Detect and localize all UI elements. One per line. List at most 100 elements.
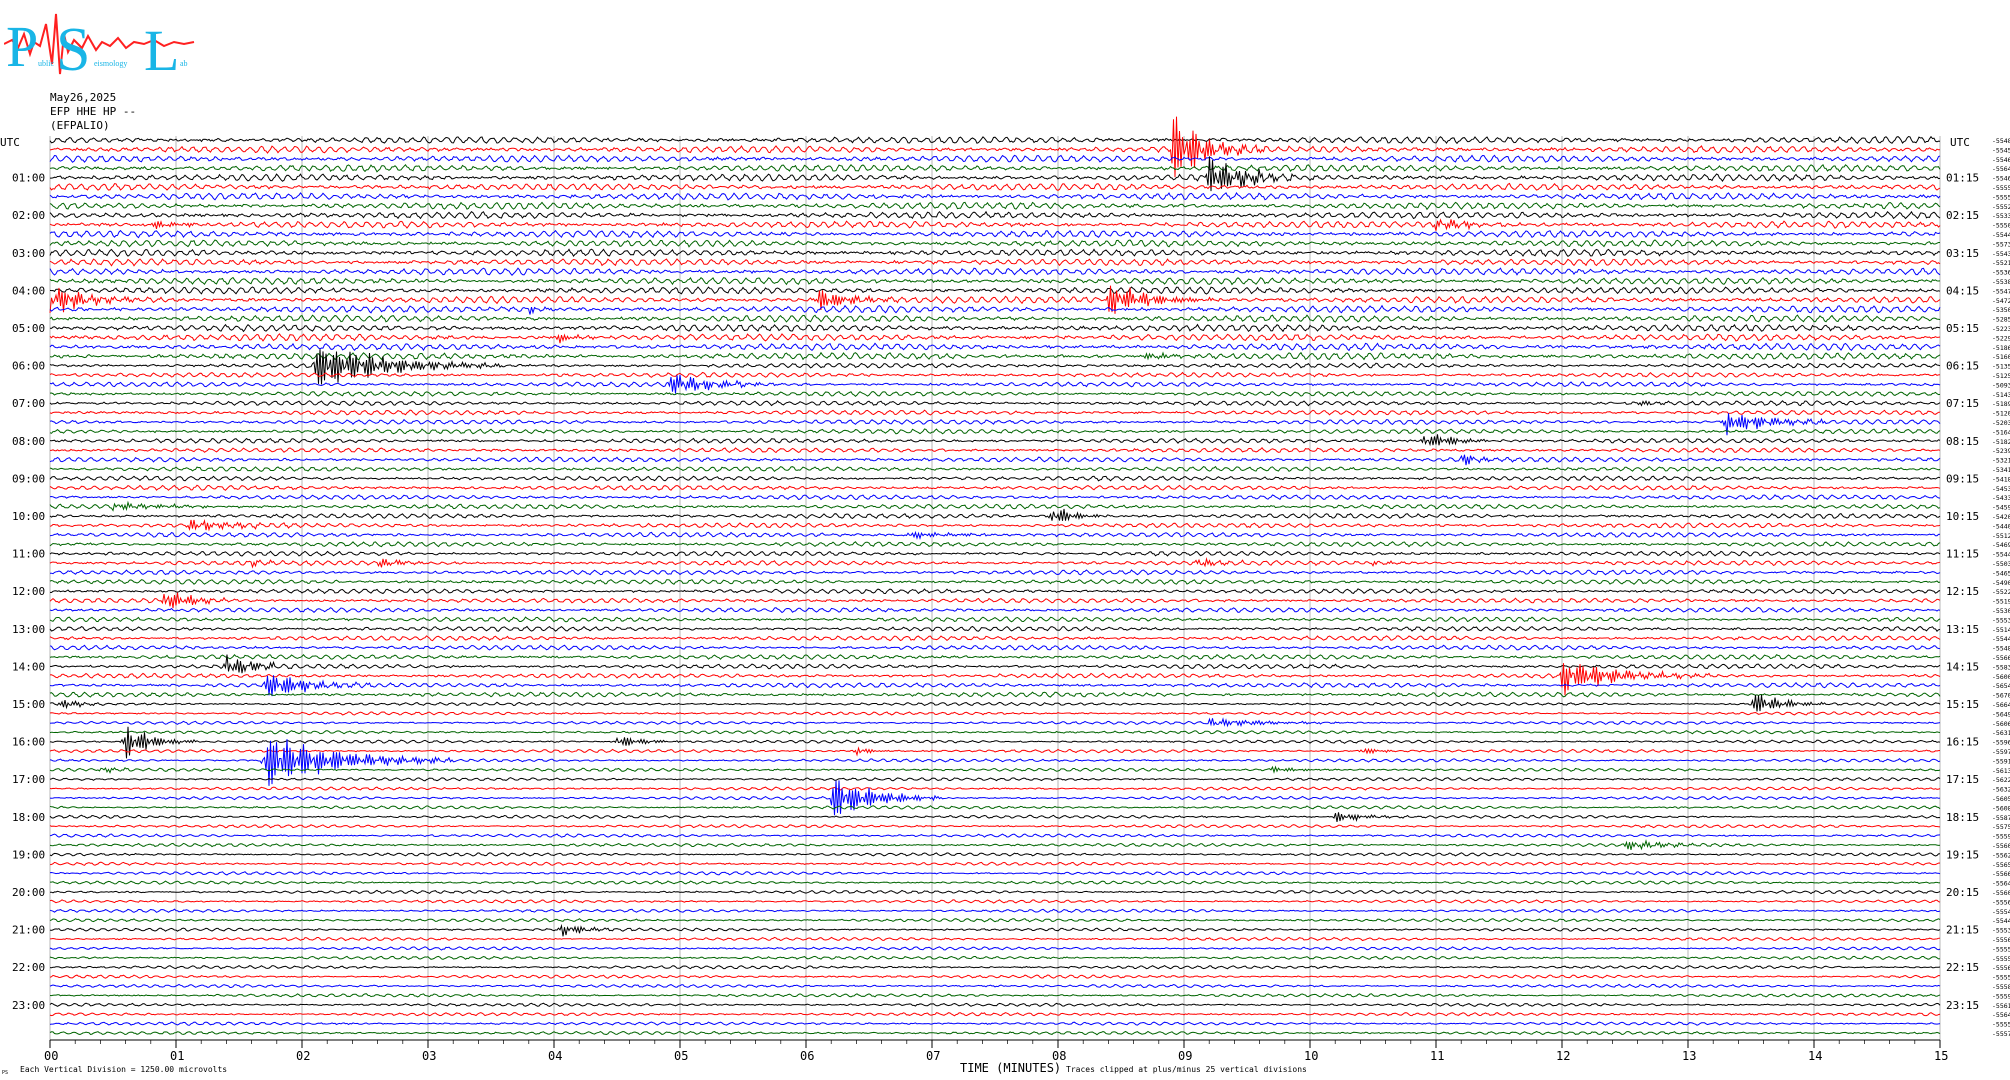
trace-line xyxy=(49,304,1941,315)
trace-line xyxy=(49,518,1941,532)
trace-offset-label: -5556 xyxy=(1992,964,2010,972)
trace-line xyxy=(49,946,1941,951)
left-hour-label: 08:00 xyxy=(12,435,45,448)
trace-offset-label: -5554 xyxy=(1992,908,2010,916)
station-label: EFP HHE HP -- xyxy=(50,105,137,118)
trace-line xyxy=(49,475,1941,482)
trace-line xyxy=(49,899,1941,904)
trace-line xyxy=(49,861,1941,866)
trace-line xyxy=(49,592,1941,609)
trace-line xyxy=(49,739,1941,786)
x-tick-label: 15 xyxy=(1934,1049,1948,1063)
trace-offset-label: -5472 xyxy=(1992,297,2010,305)
trace-offset-label: -5649 xyxy=(1992,710,2010,718)
left-hour-label: 12:00 xyxy=(12,585,45,598)
trace-offset-label: -5564 xyxy=(1992,165,2010,173)
trace-line xyxy=(49,454,1941,466)
trace-offset-labels: -5548-5545-5546-5564-5546-5555-5555-5552… xyxy=(1992,137,2010,1038)
trace-line xyxy=(49,191,1941,201)
trace-offset-label: -5556 xyxy=(1992,936,2010,944)
trace-offset-label: -5547 xyxy=(1992,287,2010,295)
trace-offset-label: -5583 xyxy=(1992,663,2010,671)
trace-line xyxy=(49,286,1941,295)
trace-line xyxy=(49,746,1941,757)
trace-offset-label: -5566 xyxy=(1992,654,2010,662)
trace-offset-label: -5575 xyxy=(1992,823,2010,831)
trace-offset-label: -5670 xyxy=(1992,692,2010,700)
left-hour-label: 04:00 xyxy=(12,284,45,297)
trace-offset-label: -5135 xyxy=(1992,363,2010,371)
trace-line xyxy=(49,588,1941,595)
clip-note: Traces clipped at plus/minus 25 vertical… xyxy=(1066,1065,1307,1074)
trace-line xyxy=(49,691,1941,698)
left-utc-label: UTC xyxy=(0,136,20,149)
trace-line xyxy=(49,500,1941,512)
trace-line xyxy=(49,239,1940,248)
trace-line xyxy=(49,135,1941,145)
psl-logo: P S L ublic eismology ab xyxy=(3,4,200,84)
trace-offset-label: -5553 xyxy=(1992,927,2010,935)
trace-line xyxy=(49,786,1941,791)
trace-offset-label: -5546 xyxy=(1992,156,2010,164)
trace-offset-label: -5553 xyxy=(1992,616,2010,624)
trace-offset-label: -5503 xyxy=(1992,560,2010,568)
trace-offset-label: -5543 xyxy=(1992,250,2010,258)
left-hour-label: 10:00 xyxy=(12,510,45,523)
logo-letter-s: S xyxy=(56,16,90,82)
trace-line xyxy=(49,923,1941,937)
trace-offset-label: -5566 xyxy=(1992,870,2010,878)
trace-offset-label: -5664 xyxy=(1992,701,2010,709)
trace-line xyxy=(49,578,1941,585)
logo-word-public: ublic xyxy=(38,59,54,68)
trace-line xyxy=(49,765,1941,774)
trace-offset-label: -5545 xyxy=(1992,146,2010,154)
trace-line xyxy=(50,569,1941,576)
trace-line xyxy=(49,1012,1941,1017)
x-tick-label: 11 xyxy=(1430,1049,1444,1063)
left-hour-label: 19:00 xyxy=(12,848,45,861)
left-hour-label: 07:00 xyxy=(12,397,45,410)
trace-line xyxy=(49,163,1941,173)
left-hour-label: 09:00 xyxy=(12,472,45,485)
trace-offset-label: -5544 xyxy=(1992,917,2010,925)
trace-offset-label: -5418 xyxy=(1992,475,2010,483)
left-hour-label: 23:00 xyxy=(12,999,45,1012)
right-hour-label: 02:15 xyxy=(1946,209,1979,222)
trace-offset-label: -5631 xyxy=(1992,729,2010,737)
left-hour-label: 11:00 xyxy=(12,548,45,561)
trace-offset-label: -5564 xyxy=(1992,880,2010,888)
trace-offset-label: -5562 xyxy=(1992,851,2010,859)
logo-word-seismology: eismology xyxy=(94,59,127,68)
trace-line xyxy=(49,182,1941,191)
trace-line xyxy=(49,400,1941,407)
trace-line xyxy=(49,434,1941,447)
right-hour-label: 05:15 xyxy=(1946,322,1979,335)
trace-line xyxy=(49,833,1941,838)
trace-line xyxy=(49,730,1941,735)
trace-offset-label: -5164 xyxy=(1992,428,2010,436)
trace-line xyxy=(49,889,1941,895)
trace-offset-label: -5597 xyxy=(1992,748,2010,756)
x-tick-label: 06 xyxy=(800,1049,814,1063)
trace-offset-label: -5522 xyxy=(1992,588,2010,596)
x-tick-label: 12 xyxy=(1556,1049,1570,1063)
right-hour-label: 10:15 xyxy=(1946,510,1979,523)
trace-line xyxy=(49,1021,1941,1026)
trace-group xyxy=(49,116,1941,1036)
right-hour-label: 13:15 xyxy=(1946,623,1979,636)
trace-line xyxy=(49,918,1941,923)
trace-offset-label: -5560 xyxy=(1992,842,2010,850)
x-axis-label: TIME (MINUTES) xyxy=(960,1061,1061,1075)
trace-offset-label: -5538 xyxy=(1992,278,2010,286)
left-hour-label: 22:00 xyxy=(12,961,45,974)
right-hour-label: 11:15 xyxy=(1946,548,1979,561)
trace-line xyxy=(49,374,1941,394)
trace-line xyxy=(49,675,1941,697)
x-tick-label: 04 xyxy=(548,1049,562,1063)
left-hour-label: 05:00 xyxy=(12,322,45,335)
trace-line xyxy=(49,413,1941,436)
left-hour-label: 21:00 xyxy=(12,924,45,937)
trace-line xyxy=(49,964,1941,970)
trace-offset-label: -5544 xyxy=(1992,231,2010,239)
logo-letter-p: P xyxy=(6,14,38,79)
